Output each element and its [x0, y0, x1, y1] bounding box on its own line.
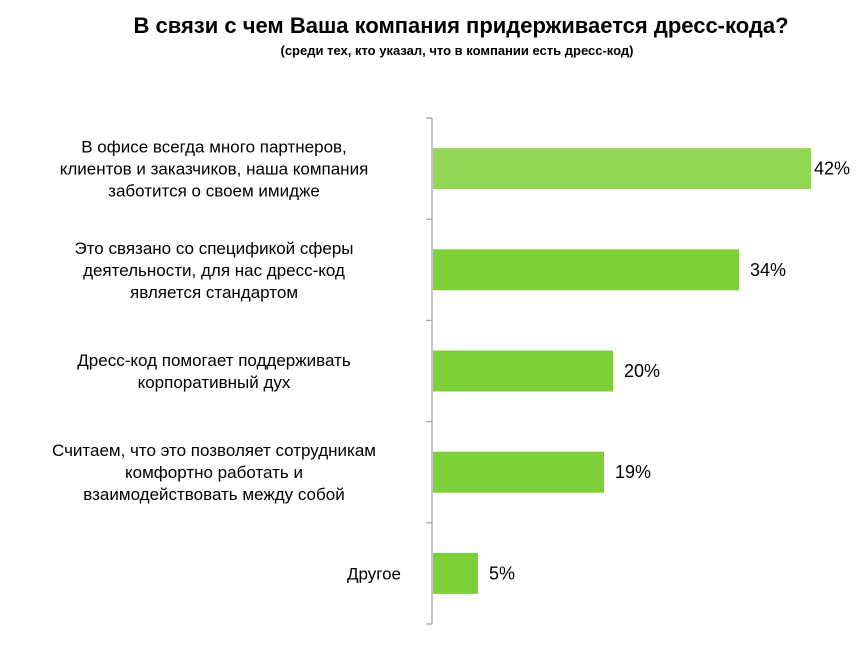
category-label-line: Это связано со спецификой сферы — [74, 239, 353, 258]
data-label: 5% — [489, 563, 515, 583]
bar — [433, 350, 613, 392]
bar — [433, 249, 739, 291]
category-label-line: является стандартом — [130, 283, 298, 302]
category-label-line: корпоративный дух — [138, 373, 291, 392]
category-label-line: деятельности, для нас дресс-код — [83, 261, 345, 280]
category-label: В офисе всегда много партнеров, клиентов … — [60, 138, 369, 201]
chart-subtitle: (среди тех, кто указал, что в компании е… — [280, 43, 634, 58]
category-label-line: В офисе всегда много партнеров, — [81, 138, 347, 157]
category-label: Считаем, что это позволяет сотрудникам ко… — [52, 441, 376, 504]
chart-title-block: В связи с чем Ваша компания придерживает… — [0, 12, 862, 58]
category-label: Дресс-код помогает поддерживать корпорати… — [77, 351, 351, 392]
category-label: Другое — [347, 564, 401, 583]
bar — [433, 552, 478, 594]
bar — [433, 148, 811, 190]
bar — [433, 451, 604, 493]
category-label: Это связано со спецификой сферы деятельно… — [74, 239, 353, 302]
chart-title: В связи с чем Ваша компания придерживает… — [133, 13, 789, 38]
category-label-line: комфортно работать и — [125, 463, 303, 482]
category-label-line: Другое — [347, 564, 401, 583]
data-label: 20% — [624, 361, 660, 381]
category-label-line: взаимодействовать между собой — [83, 485, 344, 504]
category-label-line: Дресс-код помогает поддерживать — [77, 351, 351, 370]
category-label-line: клиентов и заказчиков, наша компания — [60, 160, 369, 179]
category-label-line: Считаем, что это позволяет сотрудникам — [52, 441, 376, 460]
data-label: 42% — [814, 159, 850, 179]
category-label-line: заботится о своем имидже — [108, 182, 320, 201]
data-label: 19% — [615, 462, 651, 482]
data-label: 34% — [750, 260, 786, 280]
